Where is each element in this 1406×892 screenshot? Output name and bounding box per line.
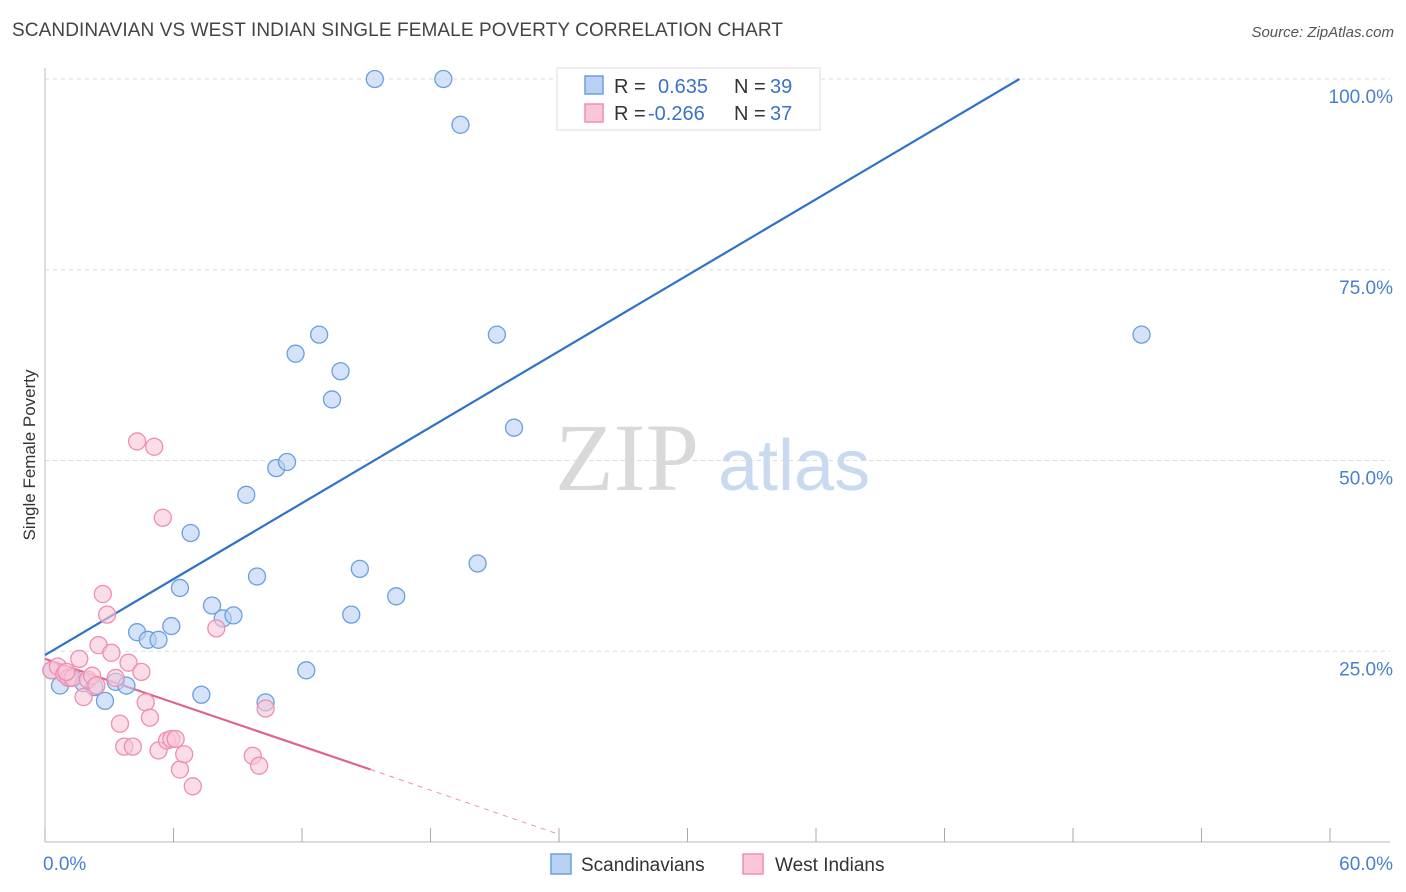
legend-n-value-1: 39 [770, 76, 792, 98]
point-west-indians-5 [70, 649, 89, 669]
point-west-indians-36 [57, 662, 76, 682]
point-scandinavians-19 [247, 567, 267, 586]
bottom-legend-swatch-west-indians [742, 853, 764, 875]
point-west-indians-31 [207, 619, 226, 638]
point-scandinavians-10 [149, 630, 168, 649]
x-tick-labels: 0.0% 60.0% [43, 854, 1393, 875]
point-scandinavians-12 [170, 578, 190, 598]
chart-source: Source: ZipAtlas.com [1251, 24, 1394, 41]
legend-r-value-1: 0.635 [658, 76, 708, 98]
point-west-indians-13 [106, 668, 125, 688]
y-tick-labels: 25.0% 50.0% 75.0% 100.0% [1329, 87, 1394, 680]
legend-r-value-2: -0.266 [648, 103, 705, 125]
point-west-indians-27 [166, 729, 185, 749]
point-west-indians-22 [145, 437, 164, 456]
trend-line-0 [44, 78, 1021, 657]
point-west-indians-14 [110, 714, 130, 733]
grid-lines [45, 78, 1390, 652]
legend-r-label-2: R = [614, 103, 646, 125]
point-scandinavians-24 [297, 661, 316, 680]
y-tick-label-50: 50.0% [1339, 469, 1393, 490]
axes [44, 68, 1390, 843]
legend-swatch-scandinavians [584, 75, 604, 95]
bottom-legend-label-west-indians: West Indians [775, 855, 884, 876]
point-west-indians-35 [87, 676, 106, 695]
legend-n-label-1: N = [734, 76, 766, 98]
point-scandinavians-18 [237, 485, 256, 504]
x-tick-label-max: 60.0% [1339, 854, 1393, 875]
legend-r-label-1: R = [614, 76, 646, 98]
point-west-indians-29 [175, 745, 194, 764]
point-west-indians-11 [97, 605, 117, 624]
watermark-zip: ZIP [555, 404, 699, 511]
point-west-indians-19 [132, 662, 151, 682]
legend-n-label-2: N = [734, 103, 766, 125]
point-scandinavians-5 [95, 691, 115, 710]
data-points [42, 69, 1151, 796]
x-tick-label-min: 0.0% [43, 854, 86, 875]
point-west-indians-20 [136, 693, 155, 712]
point-scandinavians-28 [342, 605, 361, 624]
point-scandinavians-13 [181, 523, 200, 543]
point-west-indians-30 [183, 777, 202, 796]
trend-line-dashed-1 [370, 769, 560, 835]
point-west-indians-6 [74, 687, 93, 707]
point-scandinavians-33 [451, 115, 470, 134]
point-west-indians-18 [127, 432, 147, 451]
point-scandinavians-23 [286, 344, 305, 363]
legend-swatch-west-indians [584, 103, 604, 123]
point-scandinavians-25 [309, 325, 329, 344]
point-west-indians-21 [140, 708, 160, 727]
point-scandinavians-31 [387, 587, 406, 606]
legend-n-value-2: 37 [770, 103, 792, 125]
point-scandinavians-36 [504, 418, 524, 437]
chart-title: SCANDINAVIAN VS WEST INDIAN SINGLE FEMAL… [12, 20, 784, 41]
point-scandinavians-30 [365, 69, 384, 89]
point-scandinavians-29 [350, 559, 369, 578]
y-tick-label-25: 25.0% [1339, 659, 1393, 680]
point-scandinavians-17 [224, 606, 243, 625]
bottom-legend-swatch-scandinavians [550, 853, 572, 875]
point-scandinavians-32 [434, 69, 453, 89]
y-tick-label-75: 75.0% [1339, 278, 1393, 299]
point-west-indians-33 [250, 756, 269, 775]
point-west-indians-12 [102, 643, 121, 662]
y-axis-label: Single Female Poverty [20, 369, 39, 541]
point-west-indians-24 [153, 508, 172, 527]
point-scandinavians-35 [487, 325, 507, 344]
point-scandinavians-14 [192, 685, 211, 704]
point-scandinavians-38 [1132, 325, 1151, 344]
watermark: ZIP atlas [555, 404, 870, 511]
series-legend: Scandinavians West Indians [550, 853, 884, 876]
point-west-indians-16 [119, 653, 138, 672]
point-west-indians-10 [93, 584, 112, 604]
point-west-indians-34 [256, 699, 275, 718]
point-scandinavians-34 [468, 554, 487, 573]
correlation-legend: R = 0.635 N = 39 R = -0.266 N = 37 [556, 67, 821, 131]
point-scandinavians-26 [322, 390, 342, 409]
point-west-indians-17 [123, 737, 142, 756]
point-west-indians-28 [170, 760, 190, 779]
point-scandinavians-15 [202, 596, 222, 615]
point-scandinavians-27 [331, 362, 350, 381]
watermark-atlas: atlas [718, 426, 870, 506]
point-scandinavians-22 [277, 452, 297, 472]
trend-lines [44, 78, 1021, 835]
bottom-legend-label-scandinavians: Scandinavians [581, 855, 705, 876]
y-tick-label-100: 100.0% [1329, 87, 1394, 108]
point-scandinavians-11 [162, 616, 181, 636]
